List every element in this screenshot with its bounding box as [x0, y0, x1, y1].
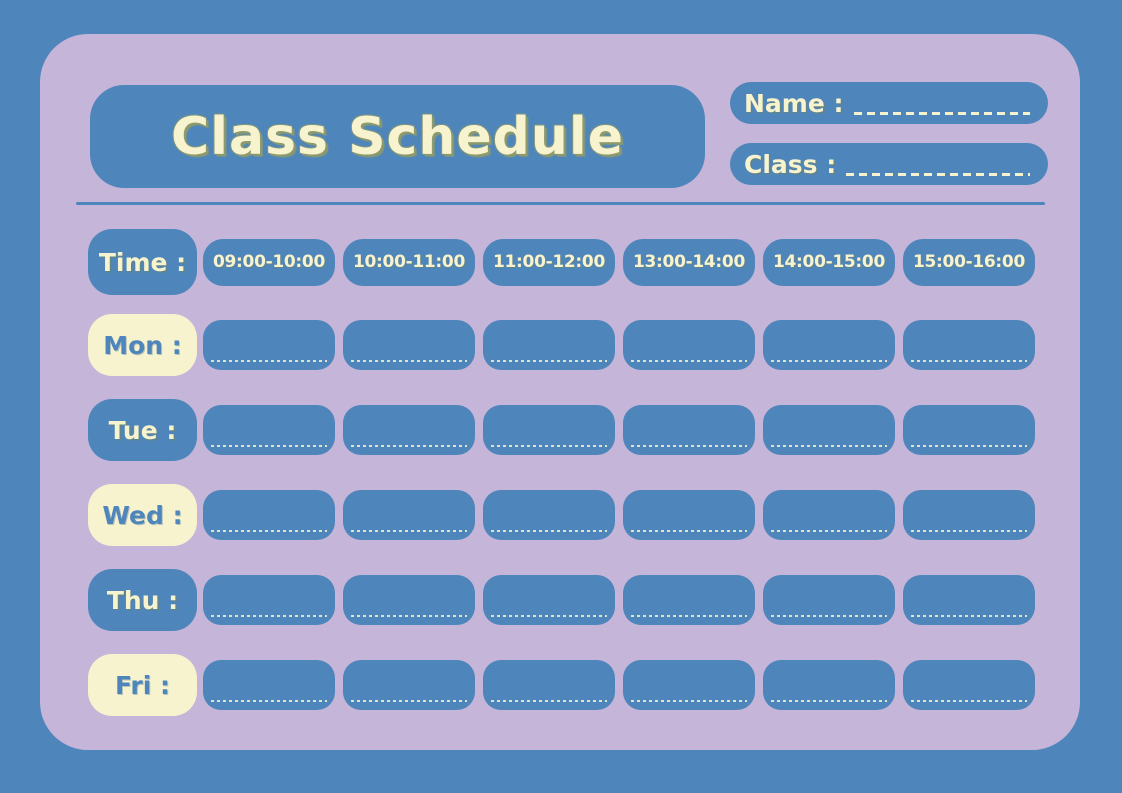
day-row-thu: Thu :: [88, 569, 1035, 631]
schedule-cell-tue-4[interactable]: [763, 405, 895, 455]
schedule-cell-tue-1[interactable]: [343, 405, 475, 455]
day-label-thu: Thu :: [88, 569, 197, 631]
name-field-label: Name :: [744, 88, 844, 118]
cell-blank-line: [770, 445, 888, 447]
schedule-cell-wed-3[interactable]: [623, 490, 755, 540]
cell-blank-line: [210, 530, 328, 532]
cell-blank-line: [910, 530, 1028, 532]
schedule-cell-thu-5[interactable]: [903, 575, 1035, 625]
time-slot-1: 10:00-11:00: [343, 238, 475, 286]
name-field[interactable]: Name :: [730, 82, 1048, 124]
cell-blank-line: [350, 615, 468, 617]
time-slot-0: 09:00-10:00: [203, 238, 335, 286]
schedule-cell-tue-3[interactable]: [623, 405, 755, 455]
time-slot-5: 15:00-16:00: [903, 238, 1035, 286]
schedule-cell-tue-5[interactable]: [903, 405, 1035, 455]
cell-blank-line: [770, 615, 888, 617]
schedule-cell-fri-0[interactable]: [203, 660, 335, 710]
schedule-cell-tue-0[interactable]: [203, 405, 335, 455]
day-cells-tue: [203, 405, 1035, 455]
day-row-mon: Mon :: [88, 314, 1035, 376]
cell-blank-line: [210, 445, 328, 447]
schedule-cell-fri-5[interactable]: [903, 660, 1035, 710]
day-row-fri: Fri :: [88, 654, 1035, 716]
cell-blank-line: [490, 360, 608, 362]
cell-blank-line: [210, 700, 328, 702]
cell-blank-line: [210, 360, 328, 362]
time-slot-3: 13:00-14:00: [623, 238, 755, 286]
day-row-tue: Tue :: [88, 399, 1035, 461]
cell-blank-line: [910, 445, 1028, 447]
cell-blank-line: [350, 530, 468, 532]
schedule-cell-tue-2[interactable]: [483, 405, 615, 455]
cell-blank-line: [630, 530, 748, 532]
time-header-label: Time :: [88, 229, 197, 295]
schedule-cell-mon-0[interactable]: [203, 320, 335, 370]
cell-blank-line: [630, 700, 748, 702]
page-title: Class Schedule: [171, 106, 624, 167]
cell-blank-line: [210, 615, 328, 617]
schedule-card: Class Schedule Name : Class : Time :09:0…: [40, 34, 1080, 750]
day-cells-wed: [203, 490, 1035, 540]
schedule-cell-mon-3[interactable]: [623, 320, 755, 370]
cell-blank-line: [350, 445, 468, 447]
day-cells-mon: [203, 320, 1035, 370]
day-label-mon: Mon :: [88, 314, 197, 376]
schedule-cell-fri-1[interactable]: [343, 660, 475, 710]
cell-blank-line: [630, 445, 748, 447]
cell-blank-line: [490, 615, 608, 617]
day-cells-fri: [203, 660, 1035, 710]
cell-blank-line: [490, 700, 608, 702]
day-row-wed: Wed :: [88, 484, 1035, 546]
schedule-cell-mon-5[interactable]: [903, 320, 1035, 370]
time-header-row: Time :09:00-10:00 10:00-11:00 11:00-12:00 1…: [88, 229, 1035, 295]
cell-blank-line: [910, 360, 1028, 362]
schedule-cell-thu-2[interactable]: [483, 575, 615, 625]
schedule-cell-wed-2[interactable]: [483, 490, 615, 540]
time-slot-list: 09:00-10:00 10:00-11:00 11:00-12:00 13:00-1…: [203, 238, 1035, 286]
schedule-cell-thu-4[interactable]: [763, 575, 895, 625]
cell-blank-line: [630, 615, 748, 617]
name-blank-line[interactable]: [853, 112, 1030, 115]
time-slot-2: 11:00-12:00: [483, 238, 615, 286]
class-field-label: Class :: [744, 149, 837, 179]
cell-blank-line: [630, 360, 748, 362]
cell-blank-line: [490, 445, 608, 447]
header-divider: [76, 202, 1045, 205]
schedule-cell-wed-4[interactable]: [763, 490, 895, 540]
cell-blank-line: [490, 530, 608, 532]
schedule-cell-mon-2[interactable]: [483, 320, 615, 370]
cell-blank-line: [770, 700, 888, 702]
schedule-cell-fri-4[interactable]: [763, 660, 895, 710]
cell-blank-line: [910, 700, 1028, 702]
schedule-cell-thu-1[interactable]: [343, 575, 475, 625]
day-label-fri: Fri :: [88, 654, 197, 716]
title-banner: Class Schedule: [90, 85, 705, 188]
schedule-cell-mon-1[interactable]: [343, 320, 475, 370]
schedule-cell-thu-3[interactable]: [623, 575, 755, 625]
cell-blank-line: [770, 360, 888, 362]
schedule-cell-thu-0[interactable]: [203, 575, 335, 625]
day-cells-thu: [203, 575, 1035, 625]
cell-blank-line: [910, 615, 1028, 617]
class-blank-line[interactable]: [846, 173, 1030, 176]
schedule-cell-fri-2[interactable]: [483, 660, 615, 710]
schedule-cell-wed-5[interactable]: [903, 490, 1035, 540]
cell-blank-line: [770, 530, 888, 532]
schedule-cell-mon-4[interactable]: [763, 320, 895, 370]
cell-blank-line: [350, 360, 468, 362]
schedule-cell-fri-3[interactable]: [623, 660, 755, 710]
day-label-tue: Tue :: [88, 399, 197, 461]
day-label-wed: Wed :: [88, 484, 197, 546]
time-slot-4: 14:00-15:00: [763, 238, 895, 286]
class-field[interactable]: Class :: [730, 143, 1048, 185]
cell-blank-line: [350, 700, 468, 702]
schedule-cell-wed-0[interactable]: [203, 490, 335, 540]
schedule-cell-wed-1[interactable]: [343, 490, 475, 540]
